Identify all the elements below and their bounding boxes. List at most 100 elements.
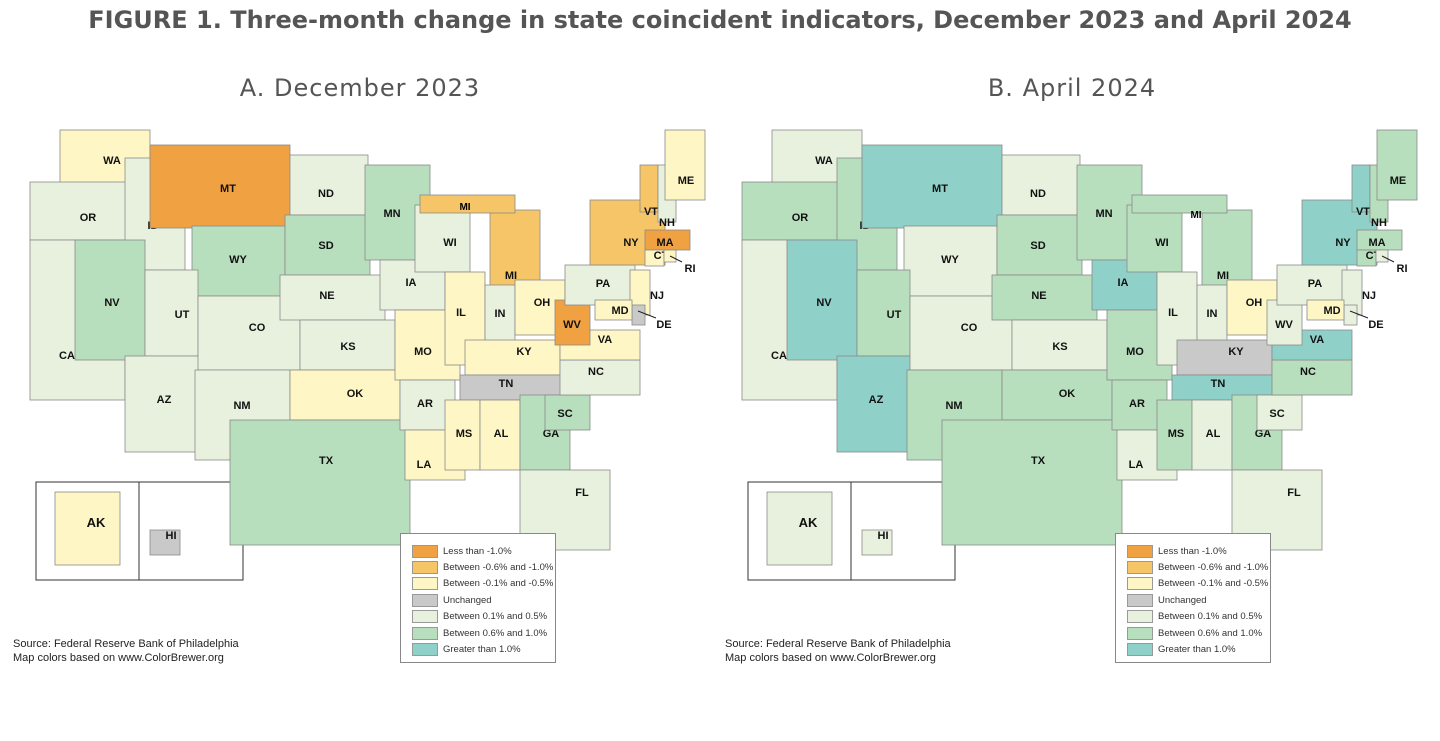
figure-title: FIGURE 1. Three-month change in state co… — [88, 6, 1352, 34]
state-ak[interactable] — [54, 491, 121, 566]
map-panel-december-2023: A. December 2023 WAORCAIDNVMTWYUTAZCONMN… — [13, 74, 706, 665]
state-label: MO — [414, 346, 432, 358]
state-label: PA — [1308, 278, 1323, 290]
state-or[interactable] — [29, 181, 141, 241]
state-nd[interactable] — [1001, 154, 1081, 216]
state-de[interactable] — [631, 304, 646, 326]
state-wi[interactable] — [1126, 204, 1183, 273]
state-wy[interactable] — [903, 225, 998, 297]
state-in[interactable] — [1196, 284, 1228, 351]
state-ok[interactable] — [289, 369, 401, 421]
legend-item: Between 0.6% and 1.0% — [412, 625, 555, 641]
state-label: MI — [505, 270, 517, 282]
state-label: LA — [417, 459, 432, 471]
state-label: TN — [1211, 378, 1226, 390]
state-label: WV — [1275, 319, 1293, 331]
state-hi[interactable] — [861, 529, 893, 556]
legend-swatch — [412, 643, 438, 657]
state-ks[interactable] — [1011, 319, 1108, 371]
state-label: CA — [771, 350, 787, 362]
state-pa[interactable] — [564, 264, 636, 306]
state-nd[interactable] — [289, 154, 369, 216]
state-az[interactable] — [836, 355, 913, 453]
state-mi[interactable] — [1201, 209, 1253, 291]
state-nv[interactable] — [74, 239, 146, 361]
state-me[interactable] — [1376, 129, 1418, 201]
state-label: HI — [166, 530, 177, 542]
state-ne[interactable] — [279, 274, 386, 321]
legend-item: Between 0.1% and 0.5% — [412, 609, 555, 625]
state-ut[interactable] — [856, 269, 911, 357]
legend-label: Greater than 1.0% — [1158, 644, 1236, 656]
state-wy[interactable] — [191, 225, 286, 297]
state-label: WA — [103, 155, 121, 167]
state-label: KS — [1052, 341, 1067, 353]
map-legend: Less than -1.0% Between -0.6% and -1.0% Be… — [400, 533, 556, 663]
state-ne[interactable] — [991, 274, 1098, 321]
state-label: AZ — [157, 394, 172, 406]
state-label: ME — [678, 175, 695, 187]
state-nc[interactable] — [1271, 359, 1353, 396]
legend-swatch — [412, 593, 438, 607]
state-ms[interactable] — [444, 399, 481, 471]
state-tx[interactable] — [229, 419, 411, 546]
leader-line — [1381, 255, 1395, 263]
state-wv[interactable] — [1266, 299, 1303, 346]
state-pa[interactable] — [1276, 264, 1348, 306]
legend-swatch — [1127, 626, 1153, 640]
state-md[interactable] — [594, 299, 633, 321]
state-ks[interactable] — [299, 319, 396, 371]
state-mt[interactable] — [149, 144, 291, 229]
state-in[interactable] — [484, 284, 516, 351]
state-label: VT — [644, 206, 658, 218]
legend-item: Greater than 1.0% — [1127, 641, 1270, 657]
state-sc[interactable] — [1256, 394, 1303, 431]
state-ky[interactable] — [464, 339, 561, 376]
state-label: SC — [1269, 408, 1284, 420]
state-label: NH — [1371, 217, 1387, 229]
state-vt[interactable] — [1351, 164, 1371, 213]
state-label: ND — [318, 188, 334, 200]
state-hi[interactable] — [149, 529, 181, 556]
state-nv[interactable] — [786, 239, 858, 361]
state-tx[interactable] — [941, 419, 1123, 546]
state-md[interactable] — [1306, 299, 1345, 321]
state-mi-upper[interactable] — [1131, 194, 1228, 214]
state-az[interactable] — [124, 355, 201, 453]
state-wv[interactable] — [554, 299, 591, 346]
state-label: AK — [87, 515, 106, 530]
state-label: KY — [1228, 346, 1244, 358]
state-label: OH — [1246, 297, 1263, 309]
state-mi-upper[interactable] — [419, 194, 516, 214]
state-label: MD — [1323, 305, 1340, 317]
legend-item: Unchanged — [1127, 592, 1270, 608]
map-legend: Less than -1.0% Between -0.6% and -1.0% Be… — [1115, 533, 1271, 663]
state-wi[interactable] — [414, 204, 471, 273]
state-mi[interactable] — [489, 209, 541, 291]
state-label: UT — [175, 309, 190, 321]
state-label: KY — [516, 346, 532, 358]
state-vt[interactable] — [639, 164, 659, 213]
state-al[interactable] — [479, 399, 521, 471]
state-mt[interactable] — [861, 144, 1003, 229]
state-me[interactable] — [664, 129, 706, 201]
state-de[interactable] — [1343, 304, 1358, 326]
state-label: TX — [319, 455, 334, 467]
legend-item: Less than -1.0% — [412, 543, 555, 559]
state-label: DE — [656, 319, 671, 331]
state-ok[interactable] — [1001, 369, 1113, 421]
state-ak[interactable] — [766, 491, 833, 566]
state-ky[interactable] — [1176, 339, 1273, 376]
state-label: GA — [543, 428, 560, 440]
state-label: TN — [499, 378, 514, 390]
state-sd[interactable] — [284, 214, 371, 276]
state-or[interactable] — [741, 181, 853, 241]
state-label: AK — [799, 515, 818, 530]
state-ut[interactable] — [144, 269, 199, 357]
state-label: AZ — [869, 394, 884, 406]
state-label: FL — [1287, 487, 1301, 499]
state-nc[interactable] — [559, 359, 641, 396]
state-label: VA — [598, 334, 613, 346]
state-al[interactable] — [1191, 399, 1233, 471]
source-note: Source: Federal Reserve Bank of Philadel… — [13, 637, 239, 665]
